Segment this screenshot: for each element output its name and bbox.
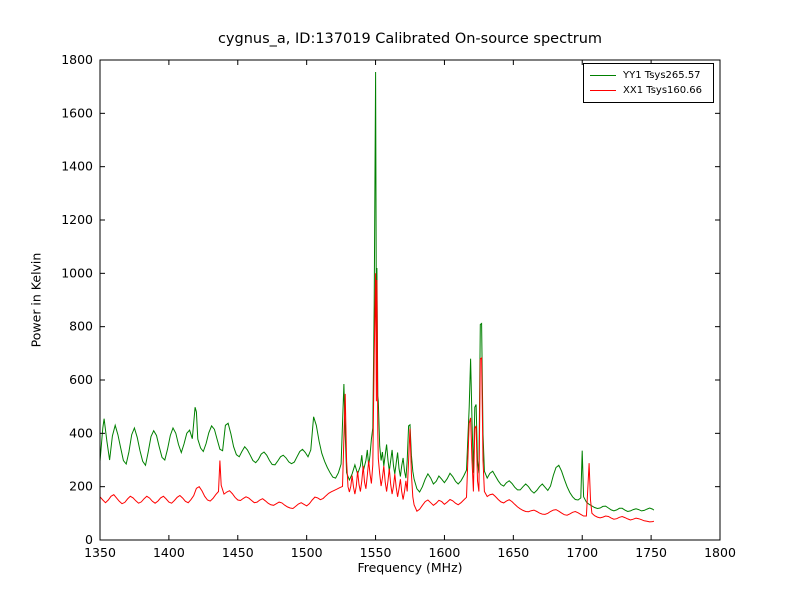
series-line-0 — [100, 71, 655, 513]
xx1-line-sample — [590, 90, 616, 91]
y-tick-label: 1800 — [61, 52, 93, 67]
x-tick-label: 1400 — [153, 545, 185, 560]
x-tick-label: 1450 — [222, 545, 254, 560]
x-tick-label: 1700 — [566, 545, 598, 560]
x-tick-label: 1650 — [497, 545, 529, 560]
y-tick-label: 1600 — [61, 105, 93, 120]
y-tick-label: 1400 — [61, 159, 93, 174]
y-tick-label: 200 — [69, 479, 93, 494]
legend-entry-xx1: XX1 Tsys160.66 — [590, 83, 707, 98]
x-tick-label: 1500 — [291, 545, 323, 560]
x-axis-label: Frequency (MHz) — [357, 560, 463, 575]
legend-entry-yy1: YY1 Tsys265.57 — [590, 68, 707, 83]
x-tick-label: 1600 — [429, 545, 461, 560]
x-tick-label: 1800 — [704, 545, 736, 560]
legend-label-xx1: XX1 Tsys160.66 — [623, 85, 703, 96]
y-tick-label: 600 — [69, 372, 93, 387]
y-tick-label: 400 — [69, 425, 93, 440]
y-tick-label: 800 — [69, 319, 93, 334]
series-line-1 — [100, 273, 655, 523]
x-tick-label: 1750 — [635, 545, 667, 560]
yy1-line-sample — [590, 75, 616, 76]
axes-frame — [99, 59, 721, 541]
y-axis-label: Power in Kelvin — [28, 252, 44, 348]
series-lines — [100, 71, 655, 523]
x-tick-label: 1550 — [360, 545, 392, 560]
legend: YY1 Tsys265.57 XX1 Tsys160.66 — [583, 63, 714, 103]
y-tick-label: 0 — [85, 532, 93, 547]
x-tick-label: 1350 — [84, 545, 116, 560]
y-tick-label: 1000 — [61, 265, 93, 280]
chart-title: cygnus_a, ID:137019 Calibrated On-source… — [217, 31, 603, 47]
y-tick-label: 1200 — [61, 212, 93, 227]
legend-label-yy1: YY1 Tsys265.57 — [623, 70, 701, 81]
